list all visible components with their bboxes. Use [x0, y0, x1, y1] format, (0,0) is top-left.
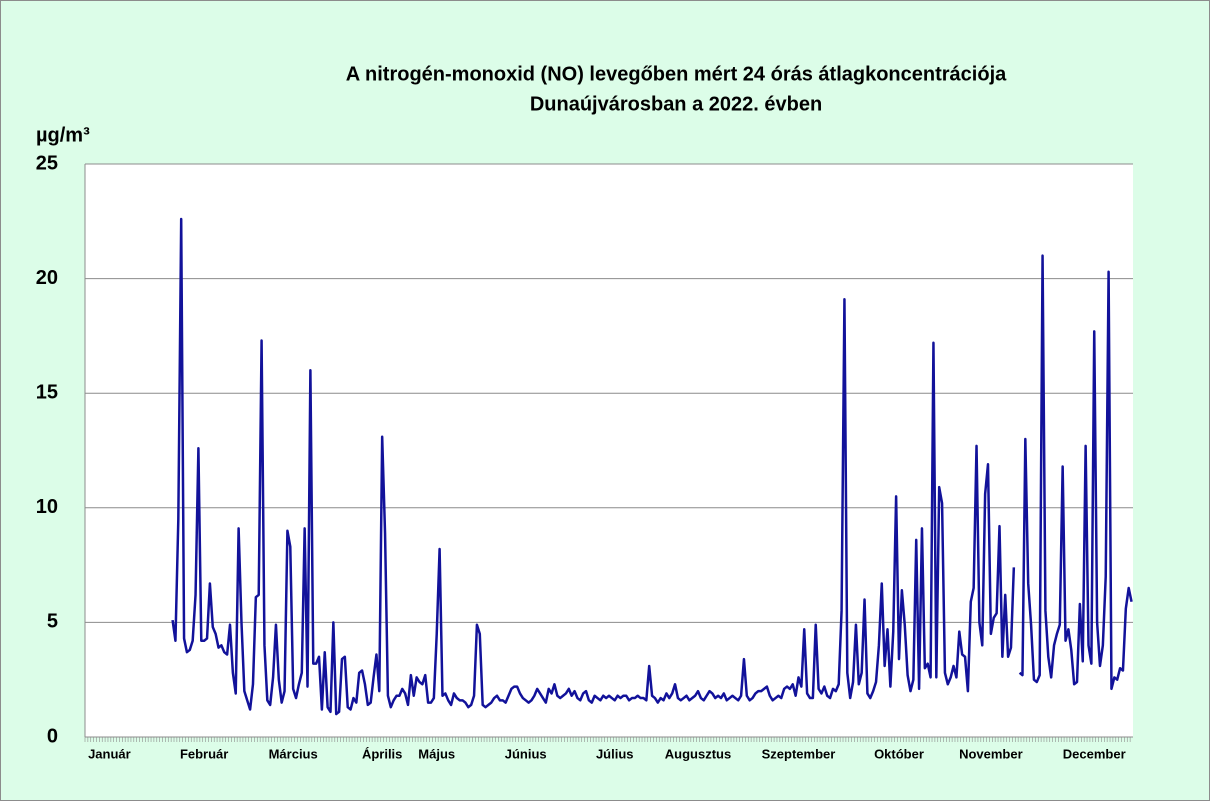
y-tick-label: 0 — [47, 725, 58, 747]
chart-title: Dunaújvárosban a 2022. évben — [530, 93, 822, 115]
x-tick-label: Október — [874, 746, 924, 761]
x-tick-label: Március — [269, 746, 318, 761]
x-tick-label: Február — [180, 746, 228, 761]
data-line — [171, 217, 1133, 716]
x-tick-label: Augusztus — [665, 746, 731, 761]
x-tick-label: Július — [596, 746, 634, 761]
x-tick-label: Szeptember — [762, 746, 836, 761]
x-tick-label: Május — [418, 746, 455, 761]
x-tick-label: Január — [88, 746, 131, 761]
y-axis-label: µg/m³ — [36, 124, 90, 146]
y-tick-label: 15 — [36, 381, 58, 403]
y-tick-label: 20 — [36, 267, 58, 289]
y-tick-label: 5 — [47, 611, 58, 633]
x-tick-label: Június — [505, 746, 547, 761]
y-tick-label: 10 — [36, 496, 58, 518]
chart-title: A nitrogén-monoxid (NO) levegőben mért 2… — [346, 63, 1007, 85]
x-tick-label: November — [959, 746, 1023, 761]
x-tick-label: Április — [362, 746, 402, 761]
x-tick-label: December — [1063, 746, 1126, 761]
y-tick-label: 25 — [36, 152, 58, 174]
